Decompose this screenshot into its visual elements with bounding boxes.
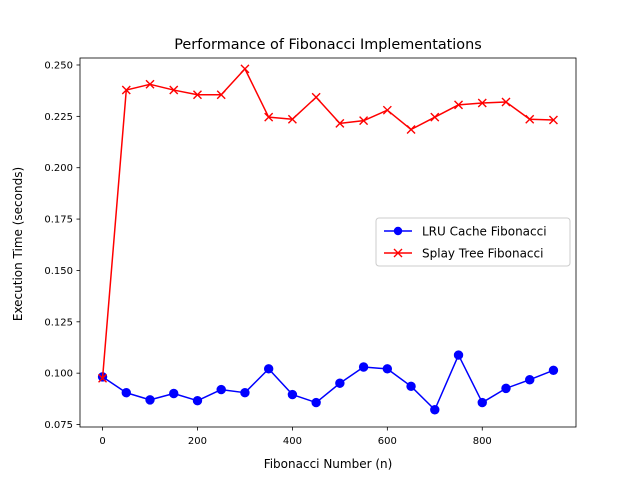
lru-data-point	[240, 387, 250, 398]
splay-data-point	[359, 116, 369, 126]
lru-data-point	[406, 381, 416, 392]
splay-data-point	[145, 79, 155, 89]
x-tick-label: 0	[99, 436, 105, 447]
splay-data-point	[501, 97, 511, 107]
lru-data-point	[382, 364, 393, 374]
lru-data-point	[335, 378, 345, 388]
lru-data-point	[216, 384, 226, 395]
splay-data-point	[287, 114, 297, 124]
y-tick-label: 0.200	[44, 163, 73, 174]
splay-data-point	[121, 85, 131, 95]
splay-data-point	[477, 98, 487, 108]
axes-frame	[79, 57, 577, 428]
x-tick-label: 200	[188, 436, 207, 447]
lru-data-point	[548, 365, 559, 375]
splay-data-point	[216, 90, 226, 100]
y-tick-label: 0.100	[44, 369, 73, 380]
lru-data-point	[263, 364, 274, 374]
splay-data-point	[525, 114, 535, 124]
y-tick-label: 0.075	[44, 420, 73, 431]
splay-legend-label: Splay Tree Fibonacci	[422, 247, 543, 261]
lru-data-point	[525, 375, 535, 385]
splay-data-point	[406, 125, 416, 134]
y-tick-label: 0.125	[44, 317, 73, 328]
x-tick-label: 600	[378, 436, 397, 447]
x-axis-label: Fibonacci Number (n)	[264, 457, 393, 471]
splay-data-point	[240, 64, 250, 74]
lru-data-point	[145, 395, 155, 405]
legend: LRU Cache Fibonacci Splay Tree Fibonacci	[375, 217, 571, 267]
lru-legend-marker	[393, 226, 403, 236]
y-tick-label: 0.150	[44, 266, 73, 277]
lru-data-point	[287, 389, 298, 400]
splay-data-point	[98, 373, 108, 383]
lru-data-point	[169, 388, 179, 399]
y-tick-label: 0.250	[44, 60, 73, 71]
splay-data-point	[192, 90, 202, 100]
lru-data-point	[453, 350, 464, 360]
legend-box	[375, 217, 571, 267]
y-axis-label: Execution Time (seconds)	[11, 167, 25, 321]
plot-area: 0 200 400 600 800 0.075 0.100 0.125 0.150 0.175 0.…	[44, 57, 577, 447]
splay-data-point	[311, 92, 321, 102]
lru-legend-label: LRU Cache Fibonacci	[422, 225, 547, 239]
splay-legend-marker	[393, 248, 403, 258]
splay-data-point	[454, 100, 464, 110]
splay-data-point	[430, 112, 440, 122]
y-tick-label: 0.175	[44, 215, 73, 226]
splay-data-point	[548, 115, 558, 125]
chart-title: Performance of Fibonacci Implementations	[174, 37, 481, 53]
lru-data-point	[121, 387, 131, 398]
lru-data-point	[192, 396, 203, 406]
splay-data-point	[382, 105, 392, 115]
splay-series-line	[101, 68, 554, 379]
x-tick-label: 400	[283, 436, 302, 447]
x-tick-label: 800	[473, 436, 492, 447]
splay-data-point	[335, 118, 345, 128]
splay-data-point	[264, 112, 274, 122]
lru-data-point	[358, 362, 369, 372]
lru-data-point	[311, 397, 321, 408]
lru-data-point	[501, 383, 511, 394]
y-tick-label: 0.225	[44, 112, 73, 123]
splay-data-point	[169, 85, 179, 95]
lru-data-point	[430, 405, 440, 415]
lru-data-point	[477, 397, 487, 408]
